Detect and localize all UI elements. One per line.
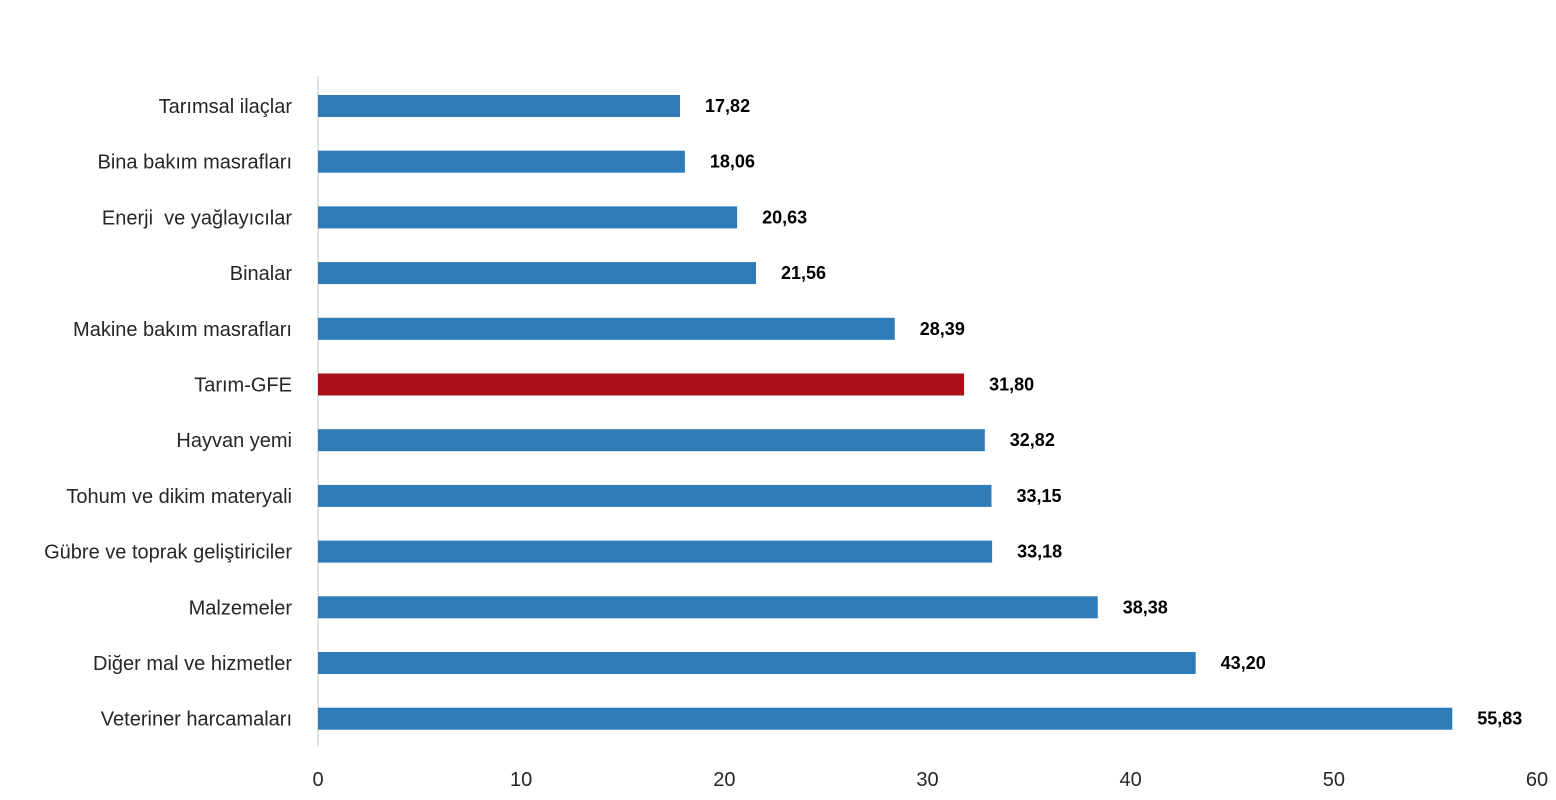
bar xyxy=(318,596,1098,619)
value-label: 20,63 xyxy=(762,207,807,227)
category-label: Bina bakım masrafları xyxy=(97,152,292,174)
category-label: Tohum ve dikim materyali xyxy=(66,486,292,508)
value-label: 38,38 xyxy=(1123,597,1168,617)
bar xyxy=(318,150,685,173)
value-label: 31,80 xyxy=(989,375,1034,395)
bar xyxy=(318,206,738,229)
category-label: Malzemeler xyxy=(189,597,293,619)
bar xyxy=(318,373,965,396)
value-label: 21,56 xyxy=(781,263,826,283)
value-label: 32,82 xyxy=(1010,430,1055,450)
x-tick-label: 50 xyxy=(1323,769,1345,791)
category-label: Tarım-GFE xyxy=(194,375,292,397)
bars-group xyxy=(318,95,1453,730)
bar xyxy=(318,95,681,117)
value-label: 18,06 xyxy=(710,152,755,172)
category-label: Hayvan yemi xyxy=(176,430,292,452)
value-label: 43,20 xyxy=(1221,653,1266,673)
value-label: 17,82 xyxy=(705,96,750,116)
category-label: Veteriner harcamaları xyxy=(101,709,292,731)
x-tick-label: 60 xyxy=(1526,769,1548,791)
bar xyxy=(318,707,1453,730)
category-label: Binalar xyxy=(230,263,293,285)
category-label: Tarımsal ilaçlar xyxy=(159,96,293,118)
x-axis-ticks: 0 10 20 30 40 50 60 xyxy=(312,769,1548,791)
x-tick-label: 20 xyxy=(713,769,735,791)
x-tick-label: 0 xyxy=(312,769,323,791)
value-label: 28,39 xyxy=(920,319,965,339)
category-label: Enerji ve yağlayıcılar xyxy=(102,207,292,229)
category-labels: Tarımsal ilaçlar Bina bakım masrafları Ene… xyxy=(44,96,292,731)
value-label: 33,18 xyxy=(1017,542,1062,562)
bar xyxy=(318,262,757,285)
value-label: 33,15 xyxy=(1016,486,1061,506)
x-tick-label: 10 xyxy=(510,769,532,791)
bar xyxy=(318,652,1196,674)
category-label: Gübre ve toprak geliştiriciler xyxy=(44,542,292,564)
value-labels: 17,82 18,06 20,63 21,56 28,39 31,80 32,82 33,15… xyxy=(705,96,1522,729)
bar xyxy=(318,317,895,340)
category-label: Diğer mal ve hizmetler xyxy=(93,653,292,675)
value-label: 55,83 xyxy=(1477,709,1522,729)
bar xyxy=(318,429,985,452)
bar xyxy=(318,540,993,563)
x-tick-label: 30 xyxy=(916,769,938,791)
bar xyxy=(318,484,992,507)
category-label: Makine bakım masrafları xyxy=(73,319,292,341)
x-tick-label: 40 xyxy=(1120,769,1142,791)
